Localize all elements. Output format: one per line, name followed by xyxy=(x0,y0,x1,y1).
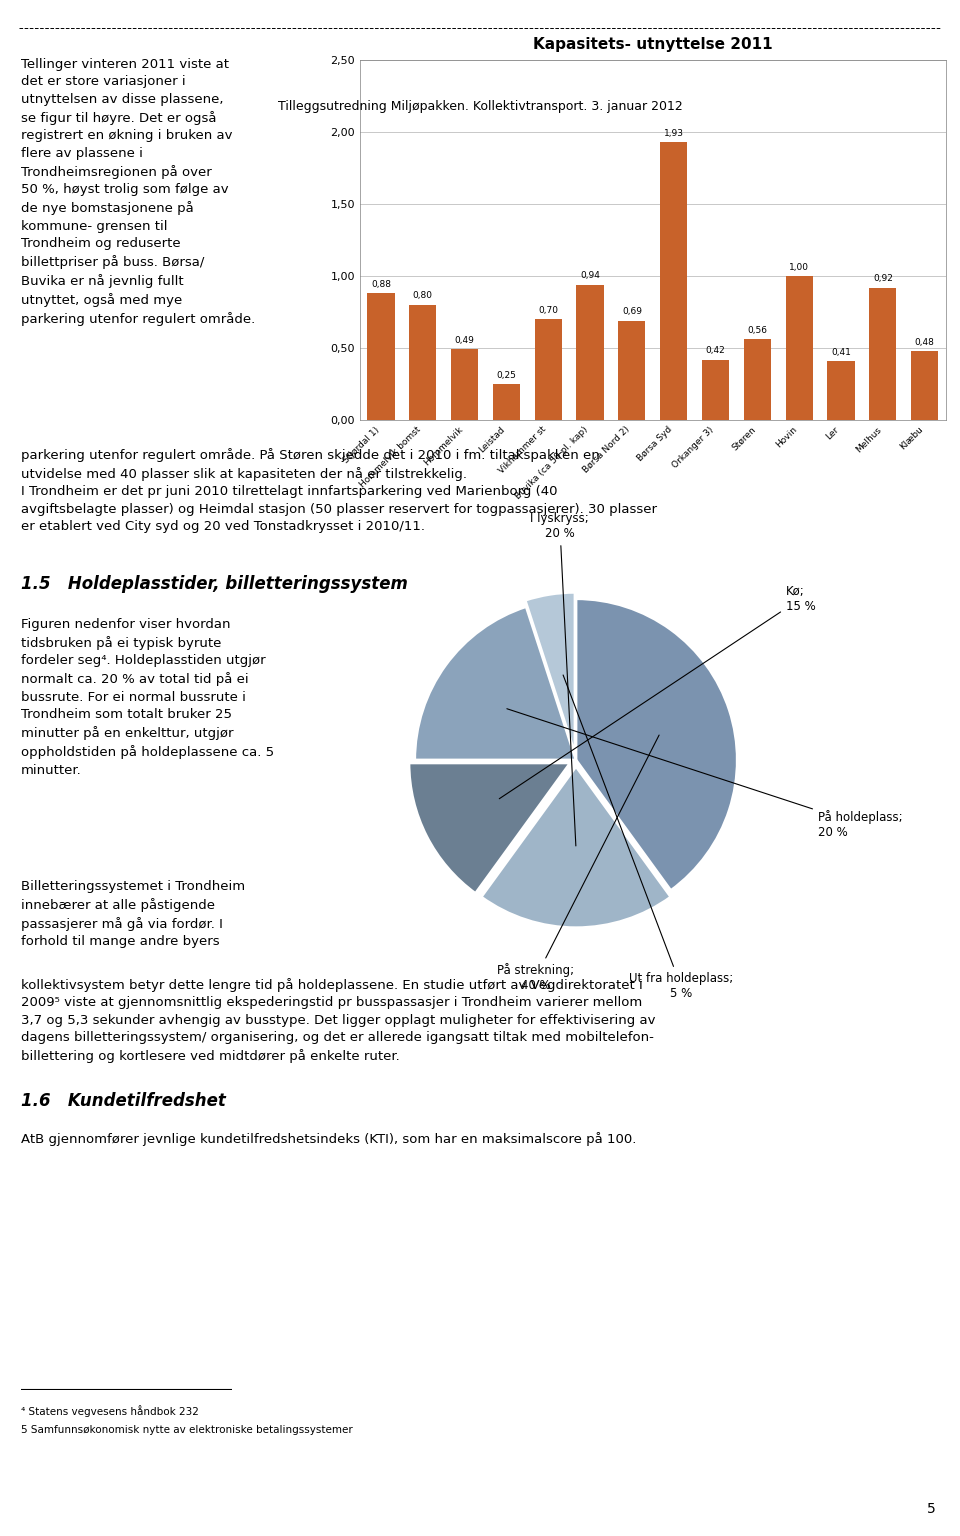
Wedge shape xyxy=(576,599,737,891)
Text: Figuren nedenfor viser hvordan
tidsbruken på ei typisk byrute
fordeler seg⁴. Hol: Figuren nedenfor viser hvordan tidsbruke… xyxy=(21,617,275,777)
Text: 5 Samfunnsøkonomisk nytte av elektroniske betalingssystemer: 5 Samfunnsøkonomisk nytte av elektronisk… xyxy=(21,1425,353,1435)
Text: 1,93: 1,93 xyxy=(663,129,684,138)
Text: 0,94: 0,94 xyxy=(580,272,600,280)
Bar xyxy=(911,350,938,419)
Text: parkering utenfor regulert område. På Støren skjedde det i 2010 i fm. tiltakspak: parkering utenfor regulert område. På St… xyxy=(21,449,657,533)
Bar xyxy=(368,293,395,419)
Text: 0,88: 0,88 xyxy=(371,280,391,289)
Text: Billetteringssystemet i Trondheim
innebærer at alle påstigende
passasjerer må gå: Billetteringssystemet i Trondheim innebæ… xyxy=(21,880,245,948)
Wedge shape xyxy=(481,766,671,928)
Bar xyxy=(576,284,604,419)
Wedge shape xyxy=(525,593,575,754)
Text: På strekning;
40 %: På strekning; 40 % xyxy=(497,736,660,992)
Wedge shape xyxy=(415,607,576,760)
Bar xyxy=(660,143,687,419)
Text: 0,69: 0,69 xyxy=(622,307,642,316)
Text: 0,92: 0,92 xyxy=(873,275,893,283)
Bar xyxy=(702,359,730,419)
Text: 1.5   Holdeplasstider, billetteringssystem: 1.5 Holdeplasstider, billetteringssystem xyxy=(21,574,408,593)
Text: 0,80: 0,80 xyxy=(413,292,433,301)
Text: ⁴ Statens vegvesens håndbok 232: ⁴ Statens vegvesens håndbok 232 xyxy=(21,1405,199,1416)
Wedge shape xyxy=(409,763,570,894)
Bar xyxy=(618,321,645,419)
Text: 0,56: 0,56 xyxy=(748,326,767,335)
Text: På holdeplass;
20 %: På holdeplass; 20 % xyxy=(507,708,902,839)
Bar xyxy=(492,384,520,419)
Bar xyxy=(785,276,813,419)
Text: 1,00: 1,00 xyxy=(789,263,809,272)
Text: kollektivsystem betyr dette lengre tid på holdeplassene. En studie utført av Veg: kollektivsystem betyr dette lengre tid p… xyxy=(21,978,656,1063)
Bar xyxy=(869,287,897,419)
Text: Kø;
15 %: Kø; 15 % xyxy=(499,585,815,799)
Bar xyxy=(828,361,854,419)
Text: Ut fra holdeplass;
5 %: Ut fra holdeplass; 5 % xyxy=(564,674,732,1000)
Text: 1.6   Kundetilfredshet: 1.6 Kundetilfredshet xyxy=(21,1092,226,1111)
Text: AtB gjennomfører jevnlige kundetilfredshetsindeks (KTI), som har en maksimalscor: AtB gjennomfører jevnlige kundetilfredsh… xyxy=(21,1132,636,1146)
Text: 0,25: 0,25 xyxy=(496,370,516,379)
Text: I lyskryss;
20 %: I lyskryss; 20 % xyxy=(531,511,589,846)
Text: Tellinger vinteren 2011 viste at
det er store variasjoner i
utnyttelsen av disse: Tellinger vinteren 2011 viste at det er … xyxy=(21,58,255,326)
Text: 0,41: 0,41 xyxy=(831,347,851,356)
Bar xyxy=(409,304,437,419)
Text: 5: 5 xyxy=(927,1502,936,1516)
Bar xyxy=(744,339,771,419)
Bar xyxy=(535,319,562,419)
Text: Tilleggsutredning Miljøpakken. Kollektivtransport. 3. januar 2012: Tilleggsutredning Miljøpakken. Kollektiv… xyxy=(277,100,683,114)
Title: Kapasitets- utnyttelse 2011: Kapasitets- utnyttelse 2011 xyxy=(533,37,773,52)
Text: 0,49: 0,49 xyxy=(455,336,474,346)
Text: 0,42: 0,42 xyxy=(706,346,726,355)
Text: 0,70: 0,70 xyxy=(539,306,558,315)
Bar xyxy=(451,350,478,419)
Text: 0,48: 0,48 xyxy=(915,338,935,347)
